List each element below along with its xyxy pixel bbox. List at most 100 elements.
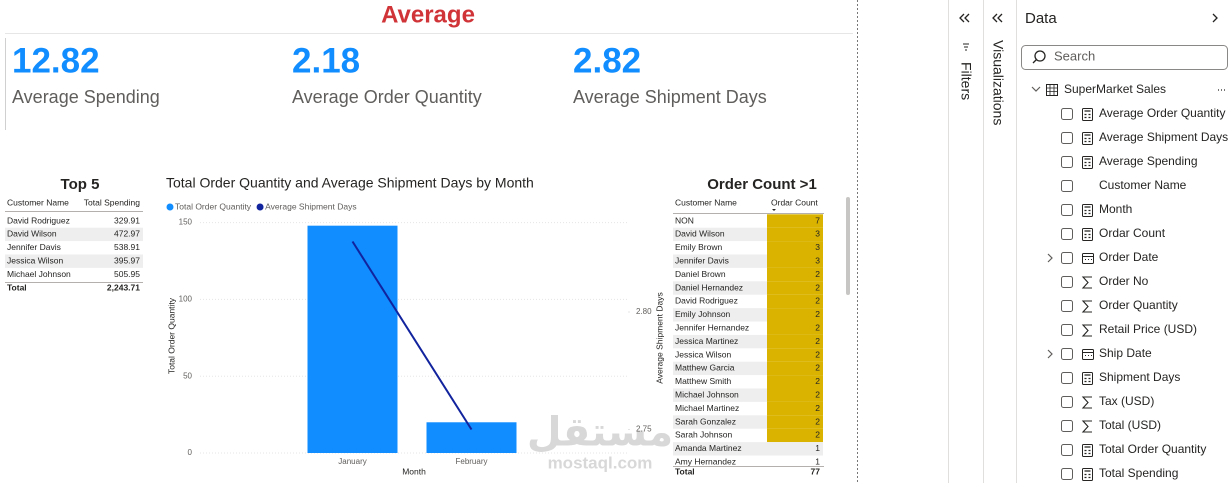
- cell: Matthew Garcia: [675, 363, 735, 373]
- checkbox[interactable]: [1061, 276, 1073, 288]
- field-icon: [1084, 374, 1091, 383]
- expand-field[interactable]: [1047, 349, 1053, 359]
- field-name[interactable]: Order No: [1099, 274, 1149, 288]
- cell: Jessica Martinez: [675, 336, 738, 346]
- legend-label: Average Shipment Days: [265, 201, 357, 211]
- field-icon: [1082, 352, 1094, 356]
- cell: Sarah Gonzalez: [675, 416, 736, 426]
- card-value: 12.82: [12, 41, 100, 80]
- field-name[interactable]: Average Shipment Days: [1099, 130, 1228, 144]
- highlight-cell: [767, 428, 823, 443]
- field-icon: [1084, 470, 1091, 479]
- x-tick-label: February: [455, 457, 487, 466]
- cell: 472.97: [114, 229, 140, 239]
- row-band: [673, 388, 767, 402]
- highlight-cell: [767, 321, 823, 335]
- checkbox[interactable]: [1061, 180, 1073, 192]
- cell: 3: [815, 229, 820, 239]
- field-icon: [1084, 134, 1091, 143]
- field-name[interactable]: Tax (USD): [1099, 394, 1154, 408]
- checkbox[interactable]: [1061, 468, 1073, 480]
- checkbox[interactable]: [1061, 156, 1073, 168]
- search-icon: [1032, 59, 1037, 64]
- cell: 395.97: [114, 255, 140, 265]
- cell: 7: [815, 215, 820, 225]
- watermark: mostaql.com: [548, 453, 653, 472]
- checkbox[interactable]: [1061, 204, 1073, 216]
- field-name[interactable]: Total Spending: [1099, 466, 1178, 480]
- field-name[interactable]: Month: [1099, 202, 1132, 216]
- checkbox[interactable]: [1061, 324, 1073, 336]
- highlight-cell: [767, 281, 823, 295]
- highlight-cell: [767, 254, 823, 268]
- collapse-visualizations[interactable]: [992, 13, 1003, 23]
- field-name[interactable]: Order Date: [1099, 250, 1159, 264]
- cell: David Wilson: [675, 229, 725, 239]
- checkbox[interactable]: [1061, 396, 1073, 408]
- collapse-data[interactable]: [1212, 13, 1218, 23]
- line: [351, 240, 473, 431]
- row-band: [673, 334, 767, 349]
- scrollbar[interactable]: [846, 197, 850, 295]
- cell: Emily Brown: [675, 242, 723, 252]
- field-icon: [1082, 108, 1093, 121]
- row-band: [5, 227, 143, 242]
- field-icon: [1081, 324, 1092, 337]
- cell: 329.91: [114, 215, 140, 225]
- field-name[interactable]: Order Quantity: [1099, 298, 1178, 312]
- highlight-cell: [767, 348, 823, 362]
- field-name[interactable]: Ordar Count: [1099, 226, 1166, 240]
- field-icon: [1084, 110, 1091, 119]
- field-icon: [1081, 276, 1092, 289]
- cell: Daniel Hernandez: [675, 282, 743, 292]
- checkbox[interactable]: [1061, 108, 1073, 120]
- field-name[interactable]: Ship Date: [1099, 346, 1152, 360]
- total-cell: Total: [675, 466, 695, 476]
- field-name[interactable]: Retail Price (USD): [1099, 322, 1197, 336]
- cell: David Rodriguez: [675, 296, 738, 306]
- collapse-filters[interactable]: [959, 13, 970, 23]
- field-name[interactable]: Total (USD): [1099, 418, 1161, 432]
- checkbox[interactable]: [1061, 420, 1073, 432]
- legend-marker: [166, 203, 174, 211]
- row-band: [673, 281, 767, 295]
- bar: [426, 422, 517, 453]
- y-tick-label: 150: [179, 218, 193, 227]
- checkbox[interactable]: [1061, 300, 1073, 312]
- field-name[interactable]: Total Order Quantity: [1099, 442, 1206, 456]
- cell: David Wilson: [7, 229, 57, 239]
- search-placeholder[interactable]: Search: [1054, 48, 1095, 63]
- highlight-cell: [767, 375, 823, 389]
- checkbox[interactable]: [1061, 252, 1073, 264]
- y-tick-label: 0: [188, 448, 193, 457]
- field-icon: [1082, 372, 1093, 385]
- legend-label: Total Order Quantity: [175, 201, 252, 211]
- y2-tick-label: 2.75: [636, 425, 652, 434]
- search-box[interactable]: [1021, 45, 1228, 70]
- row-band: [673, 227, 767, 242]
- card-label: Average Shipment Days: [573, 87, 767, 107]
- checkbox[interactable]: [1061, 132, 1073, 144]
- cell: Michael Johnson: [7, 269, 71, 279]
- pane-title: Visualizations: [990, 40, 1006, 125]
- highlight-cell: [767, 241, 823, 255]
- highlight-cell: [767, 227, 823, 242]
- field-name[interactable]: Average Order Quantity: [1099, 106, 1226, 120]
- field-name[interactable]: Shipment Days: [1099, 370, 1180, 384]
- field-name[interactable]: Average Spending: [1099, 154, 1198, 168]
- checkbox[interactable]: [1061, 348, 1073, 360]
- page-title: Average: [381, 1, 475, 28]
- cell: 2: [815, 363, 820, 373]
- cell: Matthew Smith: [675, 376, 731, 386]
- y-tick-label: 50: [183, 371, 192, 380]
- checkbox[interactable]: [1061, 372, 1073, 384]
- field-name[interactable]: Customer Name: [1099, 178, 1187, 192]
- y-axis-title: Total Order Quantity: [166, 297, 176, 374]
- checkbox[interactable]: [1061, 444, 1073, 456]
- highlight-cell: [767, 294, 823, 309]
- expand-table[interactable]: [1031, 86, 1041, 92]
- cell: Emily Johnson: [675, 309, 731, 319]
- checkbox[interactable]: [1061, 228, 1073, 240]
- expand-field[interactable]: [1047, 253, 1053, 263]
- field-icon: [1084, 446, 1091, 455]
